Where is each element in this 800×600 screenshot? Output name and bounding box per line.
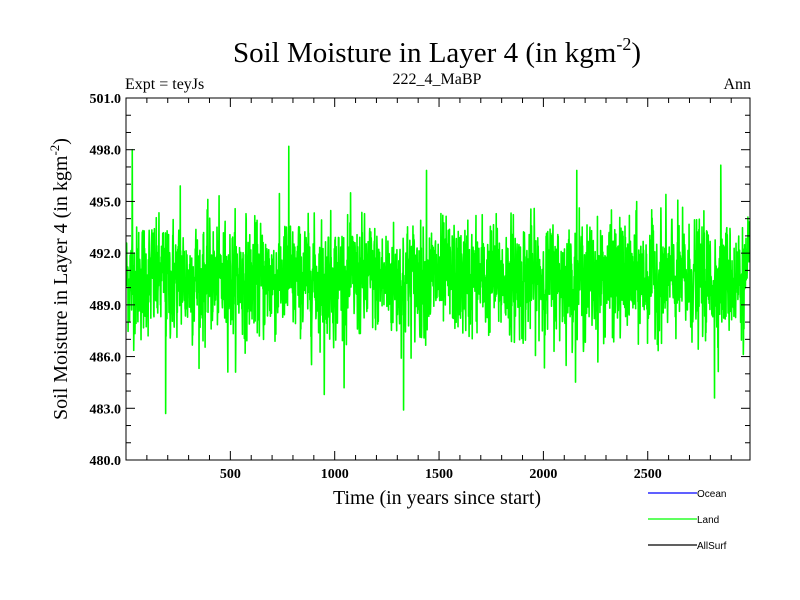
subtitle-experiment: Expt = teyJs [125,76,204,93]
y-axis-label: Soil Moisture in Layer 4 (in kgm-2) [47,138,72,420]
x-axis: 500 1000 1500 2000 2500 [146,98,732,482]
y-tick-label: 480.0 [90,454,122,469]
x-axis-label: Time (in years since start) [333,487,541,509]
legend-label-allsurf: AllSurf [697,541,727,552]
x-tick-label: 2000 [529,467,557,482]
subtitle-season: Ann [723,76,751,93]
series-layer [126,145,750,415]
y-tick-label: 483.0 [90,402,122,417]
legend-label-land: Land [697,515,719,526]
y-tick-label: 489.0 [90,299,122,314]
series-line-land [126,145,750,415]
y-tick-label: 486.0 [90,351,122,366]
x-tick-label: 1000 [321,467,349,482]
y-tick-label: 498.0 [90,144,122,159]
x-tick-label: 2500 [634,467,662,482]
subtitle-center: 222_4_MaBP [393,71,482,88]
plot-frame [125,97,751,461]
legend: Ocean Land AllSurf [648,489,727,552]
x-tick-label: 1500 [425,467,453,482]
chart-title: Soil Moisture in Layer 4 (in kgm-2) [233,34,641,69]
x-tick-label: 500 [220,467,241,482]
legend-label-ocean: Ocean [697,489,726,500]
y-tick-label: 492.0 [90,247,122,262]
y-tick-label: 495.0 [90,195,122,210]
y-axis: 480.0 483.0 486.0 489.0 492.0 495.0 498.0 501.0 [90,92,750,469]
y-tick-label: 501.0 [90,92,122,107]
